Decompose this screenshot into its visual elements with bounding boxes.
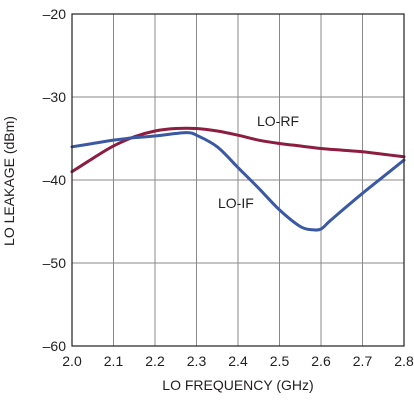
y-axis-title: LO LEAKAGE (dBm) [1,116,17,246]
x-tick-label: 2.2 [145,353,165,369]
series-label-lo-rf: LO-RF [257,113,299,129]
x-tick-label: 2.1 [104,353,124,369]
x-tick-label: 2.0 [62,353,82,369]
x-tick-label: 2.8 [394,353,414,369]
x-tick-label: 2.6 [311,353,331,369]
x-tick-label: 2.4 [228,353,248,369]
y-tick-label: –40 [43,172,67,188]
x-tick-label: 2.3 [187,353,207,369]
y-tick-label: –20 [43,6,67,22]
y-tick-label: –60 [43,338,67,354]
x-tick-label: 2.7 [353,353,373,369]
series-lines [70,126,406,232]
x-axis-title: LO FREQUENCY (GHz) [162,377,313,393]
tick-labels: 2.0 2.1 2.2 2.3 2.4 2.5 2.6 2.7 2.8 –20 –30 –40 –50 –… [43,6,414,369]
grid-lines [72,14,404,346]
series-line-lo-if [70,131,406,232]
x-tick-label: 2.5 [270,353,290,369]
series-label-lo-if: LO-IF [218,195,254,211]
y-tick-label: –30 [43,89,67,105]
plot-border [71,13,405,347]
plot-frame [71,13,405,347]
y-tick-label: –50 [43,255,67,271]
